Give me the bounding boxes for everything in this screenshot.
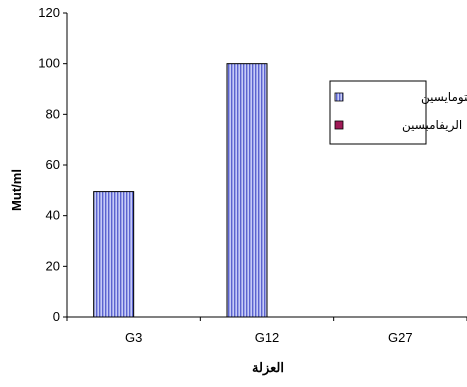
bar-g12-series-0 [226,63,268,318]
bars-layer [93,63,268,318]
x-tick-label: G12 [255,330,280,345]
y-axis-title: Mut/ml [9,169,24,211]
y-tick-label: 40 [46,208,60,223]
bar-g3-series-0 [93,191,135,318]
legend-swatch-streptomycin [334,92,344,102]
x-tick-label: G3 [125,330,142,345]
y-tick-label: 60 [46,157,60,172]
legend: الستربتومايسين الريفامبسين [329,80,467,145]
x-tick-label: G27 [388,330,413,345]
legend-box [329,80,427,145]
x-axis-title: العزلة [252,360,284,376]
legend-label-rifampicin: الريفامبسين [402,118,462,133]
legend-label-streptomycin: الستربتومايسين [421,90,467,105]
labels-layer: Mut/ml العزلة [9,169,284,376]
y-tick-label: 80 [46,106,60,121]
axes-layer: 0 20 40 60 80 100 120 G3 G12 G27 [38,5,467,345]
y-tick-label: 20 [46,258,60,273]
y-tick-label: 100 [38,56,60,71]
y-tick-label: 0 [53,309,60,324]
y-tick-label: 120 [38,5,60,20]
legend-swatch-rifampicin [334,120,344,130]
